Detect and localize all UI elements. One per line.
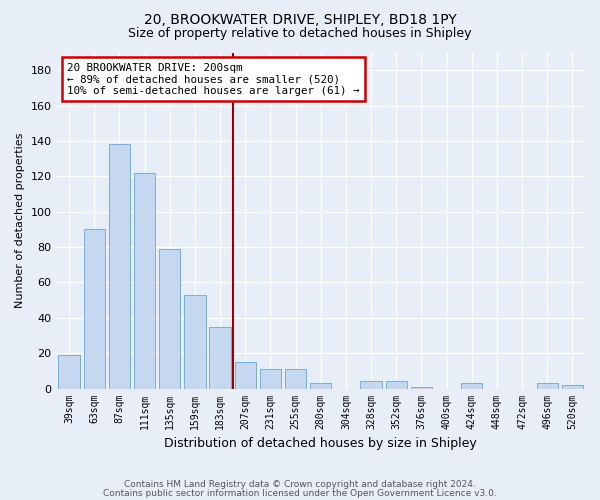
Text: Size of property relative to detached houses in Shipley: Size of property relative to detached ho… — [128, 28, 472, 40]
Bar — [134, 173, 155, 388]
Bar — [209, 326, 231, 388]
Text: Contains public sector information licensed under the Open Government Licence v3: Contains public sector information licen… — [103, 489, 497, 498]
Y-axis label: Number of detached properties: Number of detached properties — [15, 133, 25, 308]
Bar — [562, 385, 583, 388]
Text: Contains HM Land Registry data © Crown copyright and database right 2024.: Contains HM Land Registry data © Crown c… — [124, 480, 476, 489]
Bar — [109, 144, 130, 388]
Bar — [411, 387, 432, 388]
Bar — [260, 369, 281, 388]
Bar — [386, 382, 407, 388]
Text: 20 BROOKWATER DRIVE: 200sqm
← 89% of detached houses are smaller (520)
10% of se: 20 BROOKWATER DRIVE: 200sqm ← 89% of det… — [67, 62, 359, 96]
Bar — [184, 295, 206, 388]
Bar — [361, 382, 382, 388]
Bar — [461, 383, 482, 388]
Bar — [536, 383, 558, 388]
Bar — [159, 249, 181, 388]
Text: 20, BROOKWATER DRIVE, SHIPLEY, BD18 1PY: 20, BROOKWATER DRIVE, SHIPLEY, BD18 1PY — [143, 12, 457, 26]
Bar — [310, 383, 331, 388]
Bar — [58, 355, 80, 388]
Bar — [285, 369, 307, 388]
Bar — [83, 230, 105, 388]
Bar — [235, 362, 256, 388]
X-axis label: Distribution of detached houses by size in Shipley: Distribution of detached houses by size … — [164, 437, 477, 450]
